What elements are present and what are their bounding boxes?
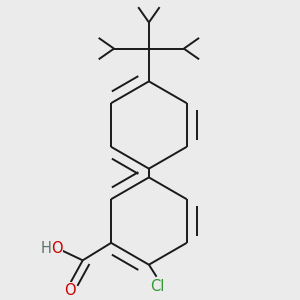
Text: H: H: [40, 241, 52, 256]
Text: Cl: Cl: [151, 279, 165, 294]
Text: O: O: [51, 241, 62, 256]
Text: O: O: [64, 283, 75, 298]
